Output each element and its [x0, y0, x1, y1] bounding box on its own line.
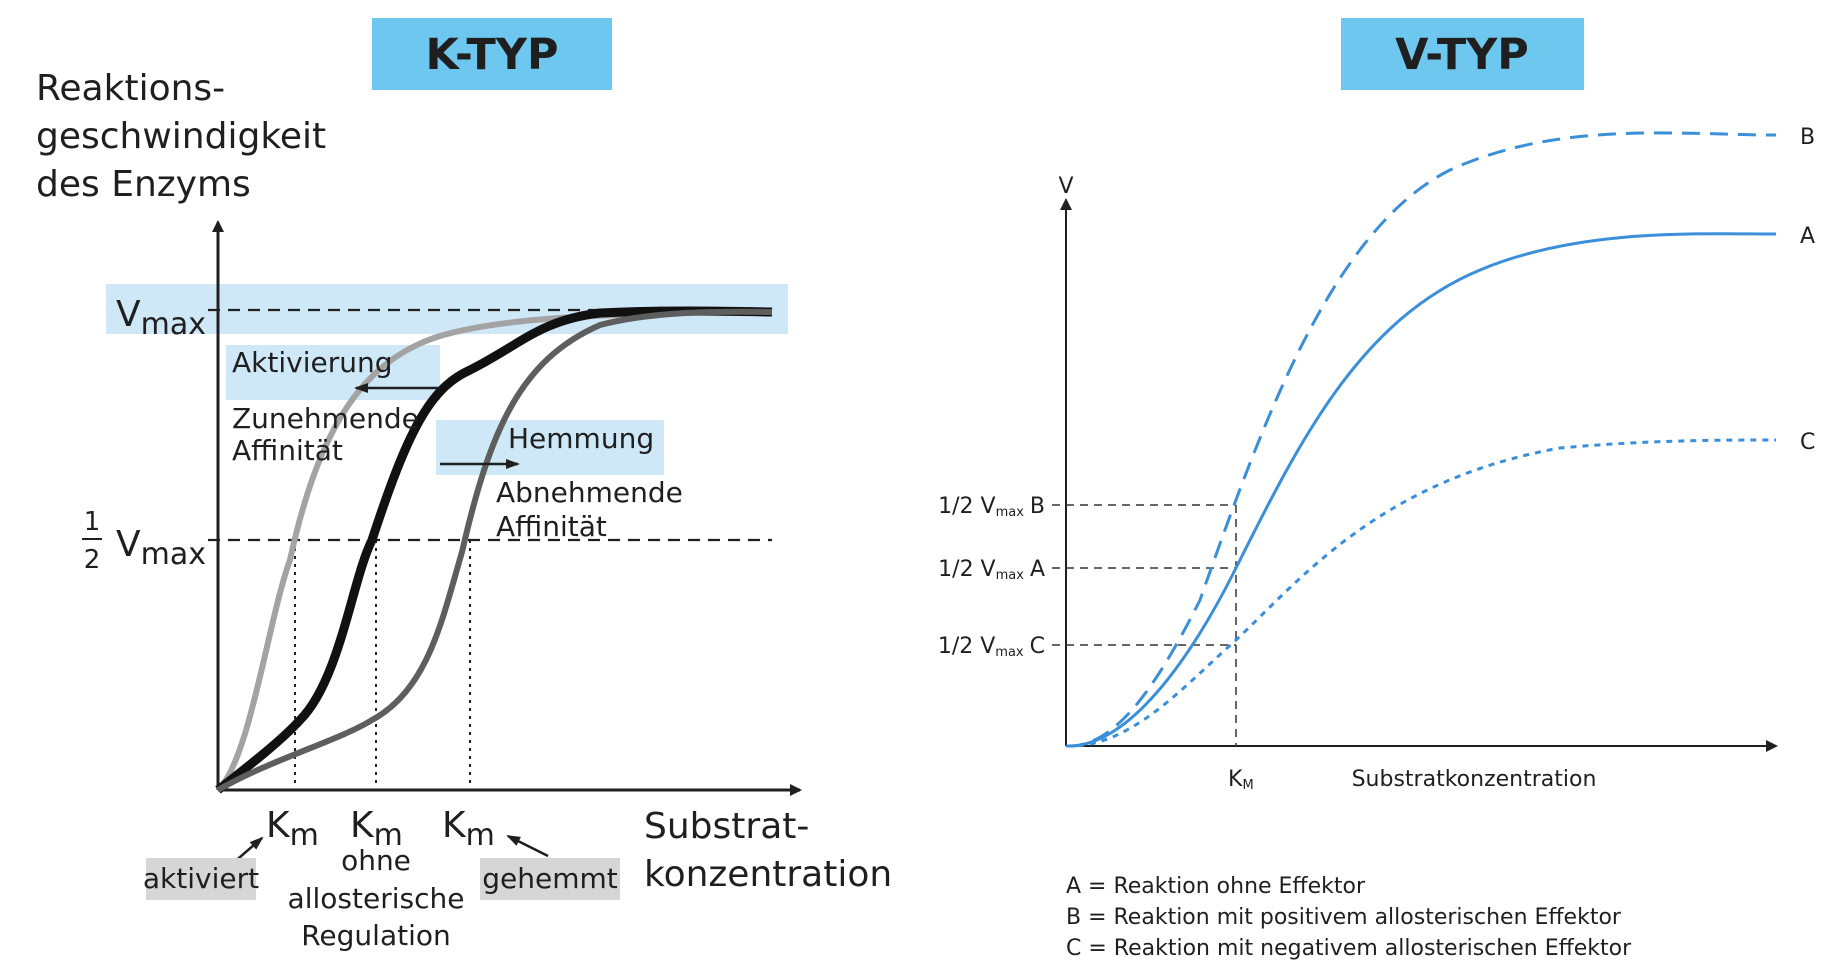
- normal-note-line-2: allosterische: [288, 882, 465, 915]
- half-fraction-numerator: 1: [84, 507, 101, 537]
- k-type-title-box: [372, 18, 612, 90]
- legend-line-c: C = Reaktion mit negativem allosterische…: [1066, 936, 1632, 961]
- curve-b-label: B: [1800, 125, 1815, 150]
- half-vmax-b-label: 1/2 Vmax B: [938, 494, 1045, 520]
- curve-a: [1065, 232, 1777, 748]
- k-y-axis-label-line-2: geschwindigkeit: [36, 116, 326, 157]
- activated-tag-bg: [146, 858, 256, 900]
- inhibition-note-line-2: Affinität: [496, 510, 607, 543]
- k-type-title: K-TYP: [425, 30, 558, 80]
- curve-c-label: C: [1800, 430, 1815, 455]
- km-inhibited-pointer: [506, 834, 549, 858]
- normal-curve: [215, 306, 773, 794]
- inhibition-label: Hemmung: [508, 422, 654, 455]
- curve-a-label: A: [1800, 224, 1815, 249]
- half-vmax-a-label: 1/2 Vmax A: [938, 557, 1045, 583]
- vmax-label: Vmax: [116, 294, 206, 342]
- k-type-panel: K-TYP Reaktions- geschwindigkeit des Enz…: [36, 18, 892, 952]
- inhibited-tag: gehemmt: [482, 862, 618, 895]
- v-y-axis-label: V: [1058, 174, 1073, 199]
- curve-b: [1065, 131, 1777, 748]
- km-inhibited-label: Km: [442, 805, 495, 853]
- legend-line-b: B = Reaktion mit positivem allosterische…: [1066, 905, 1622, 930]
- km-normal-label: Km: [350, 805, 403, 853]
- half-fraction-denominator: 2: [84, 545, 101, 575]
- inhibition-box: [436, 420, 664, 475]
- inhibited-tag-bg: [480, 858, 620, 900]
- k-x-axis-label-line-2: konzentration: [644, 854, 892, 895]
- activation-note-line-1: Zunehmende: [232, 402, 419, 435]
- v-km-label: KM: [1228, 767, 1254, 793]
- activation-label: Aktivierung: [232, 346, 392, 379]
- v-type-title: V-TYP: [1395, 30, 1529, 80]
- v-x-axis-label: Substratkonzentration: [1352, 767, 1597, 792]
- half-vmax-c-label: 1/2 Vmax C: [938, 634, 1045, 660]
- activation-note-line-2: Affinität: [232, 434, 343, 467]
- activated-tag: aktiviert: [143, 862, 259, 895]
- k-x-axis-label-line-1: Substrat-: [644, 806, 809, 847]
- legend-line-a: A = Reaktion ohne Effektor: [1066, 874, 1366, 899]
- curve-c: [1065, 438, 1777, 748]
- v-type-title-box: [1341, 18, 1584, 90]
- k-y-axis-label-line-3: des Enzyms: [36, 164, 251, 205]
- km-activated-label: Km: [266, 805, 319, 853]
- k-y-axis-label-line-1: Reaktions-: [36, 68, 225, 109]
- normal-note-line-3: Regulation: [301, 919, 451, 952]
- v-type-panel: V-TYP V B A C 1/2 Vmax B 1/2 Vmax A 1/2 Vm…: [938, 18, 1815, 961]
- inhibition-note-line-1: Abnehmende: [496, 476, 683, 509]
- half-vmax-label: Vmax: [116, 524, 206, 572]
- inhibited-curve: [216, 308, 773, 793]
- normal-note-line-1: ohne: [341, 844, 411, 877]
